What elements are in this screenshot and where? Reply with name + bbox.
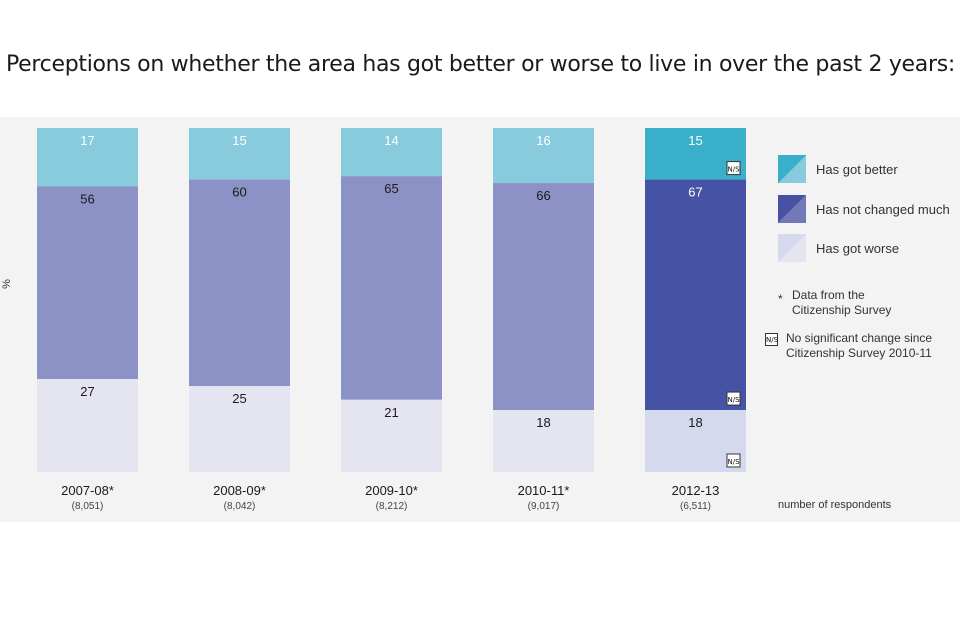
legend-label-better: Has got better (816, 161, 898, 177)
x-tick-label: 2008-09* (213, 483, 266, 498)
data-label: 56 (80, 191, 94, 206)
y-axis-label: % (0, 279, 13, 289)
ns-marker (726, 391, 741, 406)
bar-segment (493, 410, 594, 472)
x-tick-label: 2007-08* (61, 483, 114, 498)
bar-segment (645, 179, 746, 411)
legend-swatch-unchanged (778, 195, 806, 223)
data-label: 16 (536, 133, 550, 148)
bar-segment (189, 128, 290, 180)
data-label: 67 (688, 185, 702, 200)
bar-segment (493, 128, 594, 184)
data-label: 17 (80, 133, 94, 148)
data-label: 27 (80, 384, 94, 399)
ns-marker-text: N/S (727, 166, 740, 174)
ns-marker-text: N/S (727, 396, 740, 404)
bar-segment (37, 128, 138, 187)
respondent-count: (6,511) (680, 501, 711, 512)
x-tick-label: 2009-10* (365, 483, 418, 498)
legend-label-worse: Has got worse (816, 240, 900, 256)
data-label: 15 (688, 133, 702, 148)
bar-segment (493, 183, 594, 411)
legend-item-better: Has got better (778, 155, 898, 183)
data-label: 18 (536, 415, 550, 430)
legend-label-unchanged: Has not changed much (816, 201, 950, 217)
data-label: 65 (384, 181, 398, 196)
respondent-count: (8,212) (376, 501, 408, 512)
legend-item-worse: Has got worse (778, 234, 899, 262)
asterisk-note: Data from the Citizenship Survey (792, 288, 892, 317)
bar-segment (341, 128, 442, 177)
bar-segment (341, 399, 442, 472)
ns-marker (726, 161, 741, 176)
respondents-label: number of respondents (778, 499, 892, 511)
data-label: 14 (384, 133, 398, 148)
bar-segment (341, 176, 442, 400)
chart-panel (0, 117, 960, 522)
bar-segment (189, 386, 290, 472)
bar-segment (37, 379, 138, 472)
chart-title: Perceptions on whether the area has got … (6, 52, 955, 77)
data-label: 21 (384, 405, 398, 420)
ns-marker (726, 453, 741, 468)
legend-item-unchanged: Has not changed much (778, 195, 950, 223)
ns-note: No significant change since Citizenship … (786, 331, 933, 360)
ns-icon: N/S (765, 333, 778, 346)
asterisk-symbol: * (778, 292, 783, 306)
data-label: 15 (232, 133, 246, 148)
x-tick-label: 2012-13 (672, 483, 720, 498)
ns-marker-text: N/S (727, 458, 740, 466)
bar-segment (37, 186, 138, 380)
data-label: 60 (232, 185, 246, 200)
bar-segment (189, 179, 290, 386)
legend-swatch-worse (778, 234, 806, 262)
respondent-count: (8,051) (72, 501, 104, 512)
legend-swatch-better (778, 155, 806, 183)
respondent-count: (9,017) (528, 501, 560, 512)
data-label: 66 (536, 188, 550, 203)
x-tick-label: 2010-11* (518, 483, 570, 498)
data-label: 18 (688, 415, 702, 430)
data-label: 25 (232, 391, 246, 406)
respondent-count: (8,042) (224, 501, 256, 512)
